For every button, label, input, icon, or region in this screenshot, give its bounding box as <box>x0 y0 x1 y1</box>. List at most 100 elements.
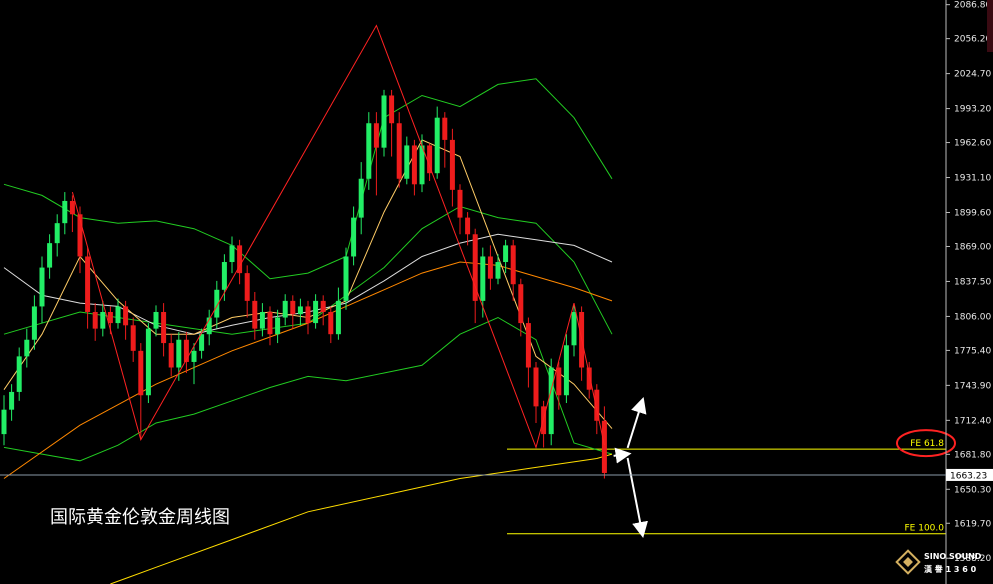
projection-arrows <box>613 396 648 538</box>
candle-down <box>161 311 167 344</box>
brand-name: SINO SOUND <box>924 552 982 561</box>
candle-up <box>419 145 425 185</box>
candle-up <box>548 367 554 435</box>
price-tick-label: 1650.30 <box>954 485 991 495</box>
candle-down <box>487 256 493 279</box>
candle-down <box>442 117 448 140</box>
candle-up <box>199 334 205 351</box>
arrow-right <box>613 447 632 464</box>
price-tick-label: 1931.10 <box>954 174 991 184</box>
fibonacci-layer: FE 61.8 FE 100.0 <box>507 429 956 535</box>
candle-up <box>176 339 182 368</box>
brand-sub: 漢 譽 1 3 6 0 <box>924 564 977 574</box>
fib-highlight-circle <box>896 429 956 458</box>
candle-down <box>130 325 136 351</box>
candle-down <box>411 145 417 185</box>
price-tick-label: 1993.20 <box>954 105 991 115</box>
candle-up <box>503 245 509 263</box>
candle-down <box>328 311 334 335</box>
price-tick-label: 2086.80 <box>954 1 991 11</box>
candle-up <box>495 262 501 279</box>
candle-down <box>267 311 273 335</box>
candle-down <box>183 339 189 362</box>
candle-up <box>145 328 151 396</box>
candle-up <box>480 256 486 301</box>
candle-up <box>366 123 372 179</box>
price-tick-label: 1837.50 <box>954 277 991 287</box>
candle-up <box>214 289 220 318</box>
candle-down <box>92 311 98 329</box>
candle-up <box>351 217 357 257</box>
candle-down <box>237 245 243 274</box>
candle-up <box>434 117 440 174</box>
price-tick-label: 1712.40 <box>954 416 991 426</box>
indicator-ma-yellow-long <box>110 453 613 584</box>
candle-down <box>457 189 463 218</box>
candle-layer <box>1 89 607 479</box>
candle-down <box>601 420 607 473</box>
candle-down <box>320 300 326 312</box>
indicator-ma-orange <box>3 261 613 479</box>
indicator-middle-band <box>3 205 613 335</box>
candle-down <box>533 367 539 407</box>
candle-up <box>9 391 15 410</box>
candle-up <box>206 317 212 335</box>
price-tick-label: 1899.60 <box>954 209 991 219</box>
candle-down <box>373 123 379 148</box>
price-tick-label: 1588.20 <box>954 554 991 564</box>
candle-down <box>518 284 524 324</box>
candle-down <box>465 217 471 235</box>
arrow-up <box>626 396 647 449</box>
price-tick-label: 1962.60 <box>954 139 991 149</box>
candle-down <box>449 139 455 190</box>
candle-up <box>62 200 68 224</box>
chart-title: 国际黄金伦敦金周线图 <box>50 507 230 528</box>
candle-down <box>427 145 433 174</box>
candle-up <box>191 350 197 362</box>
candle-down <box>586 367 592 390</box>
candle-up <box>229 245 235 263</box>
candle-up <box>571 311 577 346</box>
price-tick-label: 1806.00 <box>954 312 991 322</box>
candle-up <box>563 345 569 396</box>
candle-down <box>305 306 311 324</box>
fib-level-label: FE 61.8 <box>910 439 944 449</box>
candle-up <box>275 317 281 335</box>
brand-logo: SINO SOUND 漢 譽 1 3 6 0 <box>895 549 982 575</box>
candle-up <box>47 243 53 268</box>
candle-up <box>221 262 227 290</box>
candle-up <box>282 300 288 318</box>
candle-up <box>1 409 7 435</box>
candle-up <box>16 356 22 392</box>
price-tick-label: 1681.80 <box>954 450 991 460</box>
candle-up <box>24 339 30 357</box>
diamond-logo-icon <box>895 549 921 575</box>
candle-up <box>335 300 341 335</box>
indicator-lower-band <box>3 316 613 462</box>
candle-down <box>594 389 600 421</box>
price-tick-label: 1619.70 <box>954 519 991 529</box>
candle-down <box>123 306 129 326</box>
candle-down <box>510 245 516 285</box>
candle-down <box>85 256 91 312</box>
indicator-layer <box>3 78 613 584</box>
price-tick-label: 1869.00 <box>954 242 991 252</box>
candle-up <box>39 267 45 307</box>
candle-up <box>297 306 303 315</box>
candle-down <box>107 311 113 324</box>
candle-down <box>556 367 562 396</box>
candle-up <box>115 306 121 324</box>
candle-down <box>525 323 531 368</box>
current-price-tag <box>946 468 993 481</box>
candle-down <box>396 123 402 179</box>
zigzag-layer <box>71 24 605 450</box>
candle-up <box>259 311 265 329</box>
candle-up <box>100 311 106 329</box>
arrow-down <box>626 457 648 538</box>
zigzag-line <box>71 24 605 450</box>
candle-up <box>54 223 60 244</box>
price-tick-label: 2056.20 <box>954 35 991 45</box>
candle-down <box>472 234 478 301</box>
indicator-upper-band <box>3 78 613 280</box>
scroll-marker <box>987 0 993 52</box>
